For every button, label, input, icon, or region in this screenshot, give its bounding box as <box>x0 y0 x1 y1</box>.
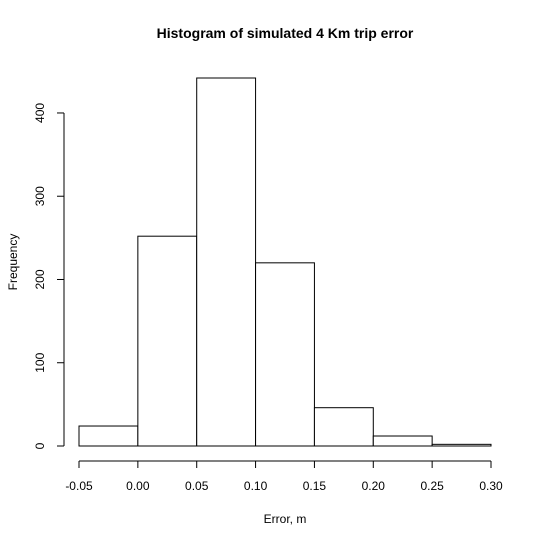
histogram-bar <box>137 235 198 447</box>
y-tick-label: 100 <box>33 352 47 372</box>
y-axis: 0 100 200 300 400 <box>33 103 65 449</box>
x-tick-label: 0.30 <box>479 479 503 493</box>
y-tick-label: 0 <box>33 442 47 449</box>
chart-title: Histogram of simulated 4 Km trip error <box>157 25 414 41</box>
y-tick-label: 200 <box>33 269 47 289</box>
histogram-bar <box>78 425 139 447</box>
histogram-bar <box>431 443 492 447</box>
bars-group <box>78 77 492 447</box>
y-tick-label: 300 <box>33 186 47 206</box>
x-tick-label: 0.20 <box>362 479 386 493</box>
histogram-bar <box>313 407 374 447</box>
y-tick-label: 400 <box>33 103 47 123</box>
histogram-bar <box>196 77 257 447</box>
x-axis: -0.05 0.00 0.05 0.10 0.15 0.20 0.25 0.30 <box>65 460 503 493</box>
histogram-bar <box>255 262 315 447</box>
histogram-bar <box>372 435 433 447</box>
x-tick-label: 0.25 <box>420 479 444 493</box>
y-axis-label: Frequency <box>6 234 20 291</box>
x-tick-label: 0.00 <box>126 479 150 493</box>
x-tick-label: -0.05 <box>65 479 93 493</box>
x-tick-label: 0.05 <box>185 479 209 493</box>
x-axis-label: Error, m <box>264 512 307 526</box>
x-tick-label: 0.10 <box>244 479 268 493</box>
x-tick-label: 0.15 <box>303 479 327 493</box>
